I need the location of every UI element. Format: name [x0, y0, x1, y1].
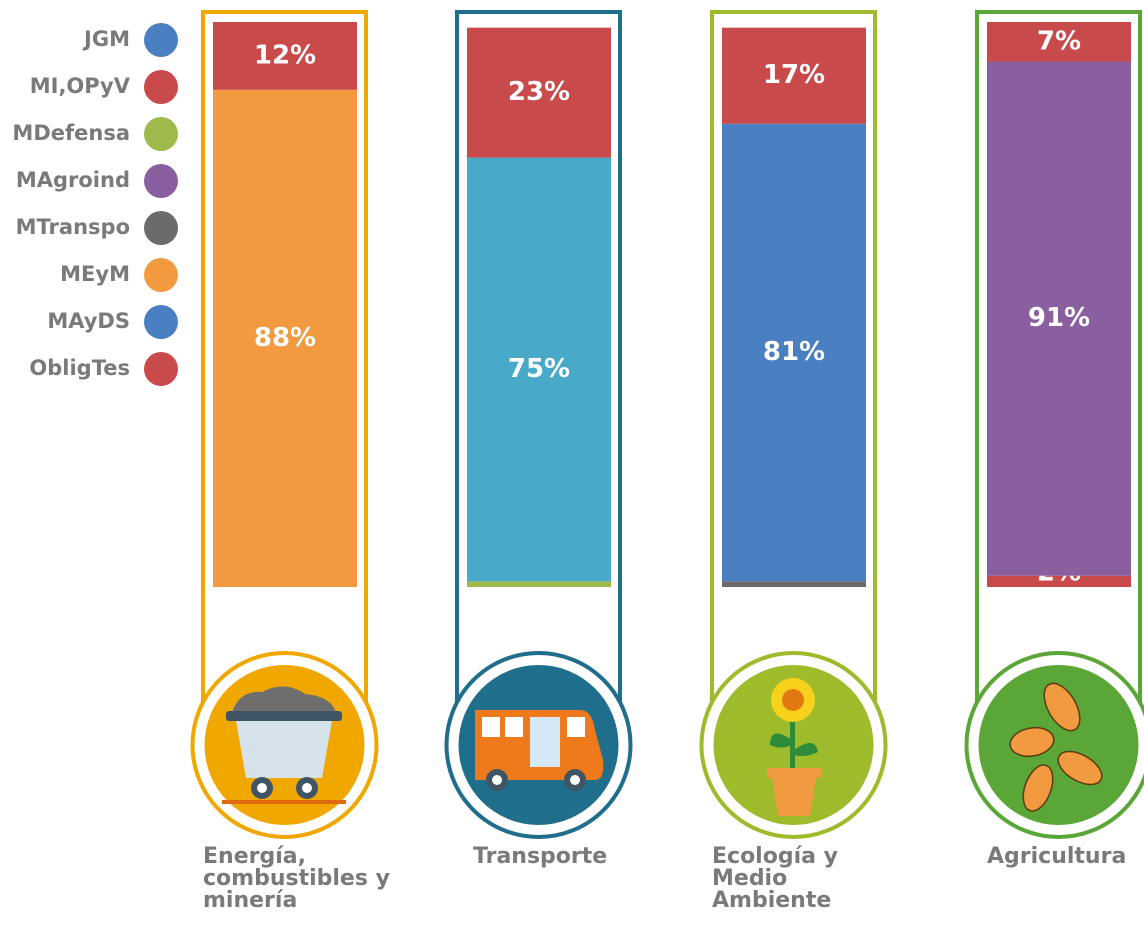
frame [201, 10, 368, 703]
value-label: 7% [1037, 26, 1081, 56]
value-label: 23% [508, 77, 570, 107]
legend-swatch [144, 352, 178, 386]
bar-segment [213, 22, 357, 90]
icon-cart [222, 686, 346, 804]
icon-bus [475, 710, 604, 791]
legend-label: MDefensa [12, 121, 130, 145]
category-label: Transporte [473, 844, 608, 869]
frame [975, 10, 1142, 703]
legend-swatch [144, 23, 178, 57]
frame [710, 10, 877, 703]
legend-label: MEyM [60, 262, 130, 286]
value-label: 91% [1028, 303, 1090, 333]
category-label: Energía, combustibles y minería [203, 844, 390, 913]
legend: JGM MI,OPyV MDefensa MAgroind MTranspo MEyM MA… [12, 23, 178, 386]
value-label: 12% [254, 40, 316, 70]
category-label: Ecología y Medio Ambiente [712, 844, 838, 913]
legend-swatch [144, 305, 178, 339]
bars: 88%12%1%75%23%1%81%17%2%91%7% [213, 22, 1131, 588]
bar-segment [987, 61, 1131, 576]
legend-swatch [144, 117, 178, 151]
frame [455, 10, 622, 703]
bar-segment [987, 575, 1131, 587]
value-label: 17% [763, 60, 825, 90]
icon-seeds [1009, 682, 1103, 812]
icon-disc [978, 665, 1139, 825]
legend-swatch [144, 211, 178, 245]
bar-segment [467, 27, 611, 158]
icon-flower [767, 678, 821, 816]
value-label: 88% [254, 323, 316, 353]
legend-swatch [144, 258, 178, 292]
bar-segment [987, 22, 1131, 62]
legend-label: MAyDS [47, 309, 130, 333]
legend-label: ObligTes [29, 356, 130, 380]
category-label: Agricultura [987, 844, 1127, 869]
bar-segment [722, 581, 866, 587]
bar-segment [467, 581, 611, 587]
bar-segment [722, 27, 866, 124]
legend-swatch [144, 164, 178, 198]
bar-segment [467, 157, 611, 582]
legend-label: MTranspo [16, 215, 130, 239]
legend-label: MAgroind [16, 168, 130, 192]
value-label: 75% [508, 354, 570, 384]
legend-label: JGM [82, 27, 130, 51]
legend-swatch [144, 70, 178, 104]
legend-label: MI,OPyV [30, 74, 131, 98]
value-label: 81% [763, 337, 825, 367]
bar-segment [213, 89, 357, 588]
bar-segment [722, 123, 866, 582]
